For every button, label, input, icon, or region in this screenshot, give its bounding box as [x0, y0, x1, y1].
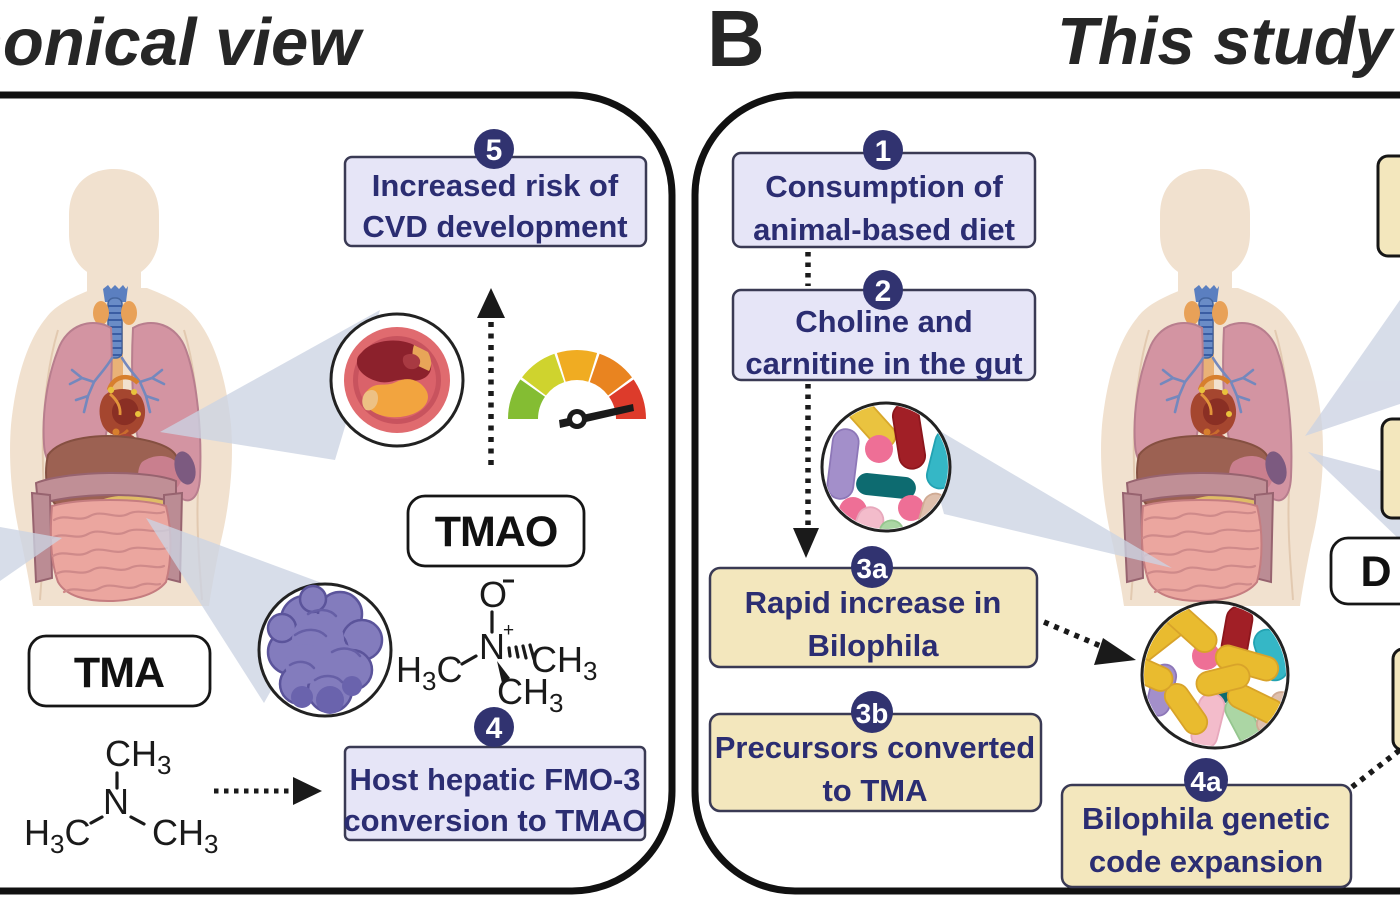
svg-text:This study: This study	[1057, 4, 1396, 79]
svg-text:3b: 3b	[856, 698, 889, 729]
svg-text:2: 2	[875, 275, 892, 308]
svg-text:4: 4	[486, 712, 503, 745]
svg-text:TMAO: TMAO	[435, 508, 558, 556]
svg-text:CH3: CH3	[105, 733, 171, 780]
svg-text:conversion to TMAO: conversion to TMAO	[343, 803, 646, 838]
svg-text:Precursors converted: Precursors converted	[715, 730, 1035, 765]
svg-text:+: +	[503, 620, 514, 641]
svg-text:animal-based diet: animal-based diet	[753, 212, 1015, 247]
svg-text:nonical view: nonical view	[0, 5, 364, 80]
svg-text:Bilophila: Bilophila	[808, 628, 940, 663]
svg-text:CH3: CH3	[152, 812, 218, 859]
svg-text:1: 1	[875, 135, 892, 168]
svg-text:Rapid increase in: Rapid increase in	[745, 585, 1002, 620]
svg-text:Consumption of: Consumption of	[765, 169, 1003, 204]
svg-text:TMA: TMA	[74, 649, 164, 697]
svg-text:CVD development: CVD development	[362, 209, 627, 244]
svg-text:Host hepatic FMO-3: Host hepatic FMO-3	[349, 762, 640, 797]
svg-text:D: D	[1360, 548, 1391, 596]
svg-text:H3C: H3C	[396, 649, 462, 696]
svg-text:O: O	[479, 574, 507, 615]
svg-text:B: B	[707, 0, 765, 83]
svg-text:Bilophila genetic: Bilophila genetic	[1082, 801, 1330, 836]
svg-text:5: 5	[486, 134, 503, 167]
svg-text:4a: 4a	[1190, 766, 1222, 797]
svg-text:Increased risk of: Increased risk of	[372, 168, 619, 203]
svg-text:H3C: H3C	[24, 812, 90, 859]
svg-text:to TMA: to TMA	[822, 773, 927, 808]
svg-text:carnitine in the gut: carnitine in the gut	[745, 346, 1022, 381]
svg-text:3a: 3a	[856, 553, 888, 584]
svg-text:code expansion: code expansion	[1089, 844, 1323, 879]
